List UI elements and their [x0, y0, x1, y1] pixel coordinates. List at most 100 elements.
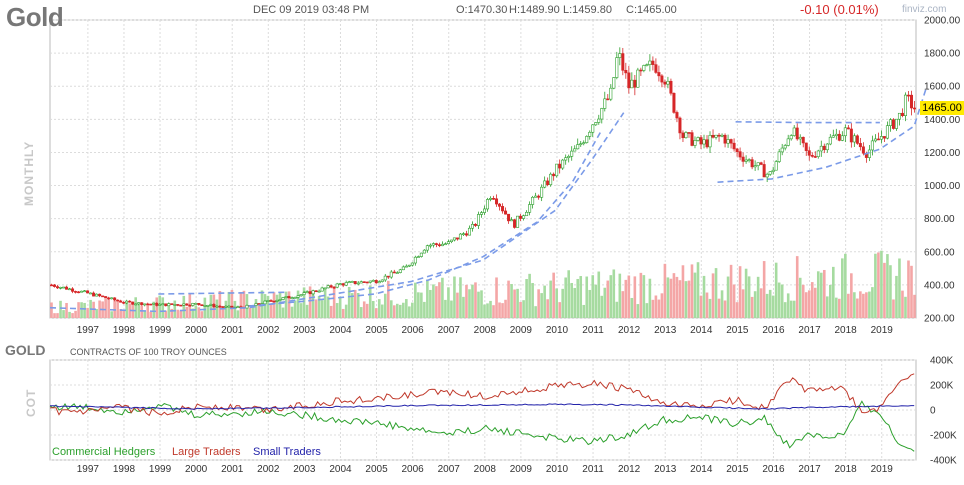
candle-body [759, 162, 763, 165]
volume-bar [579, 276, 583, 318]
candle-body [714, 134, 718, 138]
volume-bar [341, 308, 345, 318]
volume-bar [179, 310, 183, 318]
volume-bar [714, 268, 718, 318]
volume-bar [408, 306, 411, 318]
candle-body [501, 206, 505, 212]
candle-body [732, 142, 736, 150]
volume-bar [585, 276, 589, 318]
candle-body [591, 124, 595, 133]
candle-body [525, 211, 529, 217]
price-x-tick-label: 2006 [402, 325, 425, 336]
volume-bar [392, 305, 396, 318]
price-x-tick-label: 1998 [113, 325, 136, 336]
candle-body [215, 305, 219, 308]
candle-body [227, 305, 231, 308]
volume-bar [561, 288, 564, 318]
candle-body [642, 65, 646, 71]
volume-bar [218, 291, 222, 318]
volume-bar [377, 299, 381, 318]
brand-link[interactable]: finviz.com [902, 4, 947, 15]
price-x-tick-label: 2009 [510, 325, 533, 336]
volume-bar [804, 292, 808, 318]
candle-body [660, 75, 664, 83]
volume-bar [765, 293, 769, 318]
volume-bar [576, 278, 580, 318]
candle-body [344, 282, 348, 286]
volume-bar [116, 300, 119, 318]
volume-bar [913, 294, 916, 318]
volume-bar [59, 300, 62, 318]
volume-bar [383, 293, 387, 318]
volume-bar [633, 276, 637, 318]
candle-body [188, 304, 192, 307]
volume-bar [588, 289, 592, 318]
candle-body [648, 60, 652, 65]
candle-body [630, 79, 634, 89]
volume-bar [293, 300, 297, 318]
candle-body [741, 156, 745, 162]
volume-bar [504, 299, 507, 318]
candle-body [900, 112, 904, 116]
candle-body [335, 283, 339, 288]
candle-body [726, 139, 730, 144]
candle-body [606, 98, 610, 101]
volume-bar [624, 279, 628, 318]
volume-bar [317, 295, 321, 318]
candle-body [278, 299, 282, 301]
legend-commercial-hedgers: Commercial Hedgers [52, 446, 156, 458]
volume-bar [537, 289, 540, 318]
cot-x-tick-label: 2000 [185, 464, 208, 475]
candle-body [492, 198, 496, 200]
candle-body [483, 208, 487, 213]
candle-body [903, 94, 907, 116]
volume-bar [886, 254, 889, 318]
volume-bar [498, 302, 501, 318]
cot-x-tick-label: 2013 [654, 464, 677, 475]
candle-body [858, 143, 862, 148]
candle-body [678, 117, 682, 134]
volume-bar [895, 275, 898, 318]
volume-bar [380, 304, 384, 318]
volume-bar [825, 296, 829, 318]
volume-bar [597, 271, 601, 318]
volume-bar [819, 272, 823, 318]
candle-body [263, 300, 267, 305]
volume-bar [780, 284, 784, 318]
candle-body [690, 132, 694, 146]
volume-bar [552, 272, 555, 318]
volume-bar [555, 288, 558, 318]
cot-x-tick-label: 2016 [762, 464, 785, 475]
volume-bar [711, 273, 715, 318]
price-x-tick-label: 2017 [798, 325, 821, 336]
volume-bar [651, 299, 655, 318]
candle-body [702, 139, 706, 145]
candle-body [119, 300, 123, 303]
candle-body [645, 64, 649, 66]
candle-body [534, 195, 538, 198]
volume-bar [570, 282, 574, 318]
volume-bar [669, 278, 673, 318]
quote-close: C:1465.00 [626, 4, 677, 16]
candle-body [164, 303, 168, 307]
candle-body [218, 305, 222, 308]
candle-body [495, 198, 499, 205]
candle-body [419, 252, 423, 257]
candle-body [672, 92, 676, 113]
candle-body [62, 286, 66, 289]
volume-bar [756, 276, 760, 318]
candle-body [771, 169, 775, 172]
cot-y-tick-label: 0 [930, 406, 936, 417]
candle-body [855, 135, 859, 144]
volume-bar [122, 310, 125, 318]
candle-body [891, 119, 895, 129]
volume-bar [741, 289, 745, 318]
candle-body [224, 306, 228, 308]
candle-body [687, 132, 691, 134]
volume-bar [326, 296, 330, 318]
candle-body [383, 275, 387, 281]
volume-bar [853, 292, 856, 318]
volume-bar [335, 303, 339, 318]
volume-bar [835, 297, 838, 318]
candle-body [681, 132, 685, 139]
